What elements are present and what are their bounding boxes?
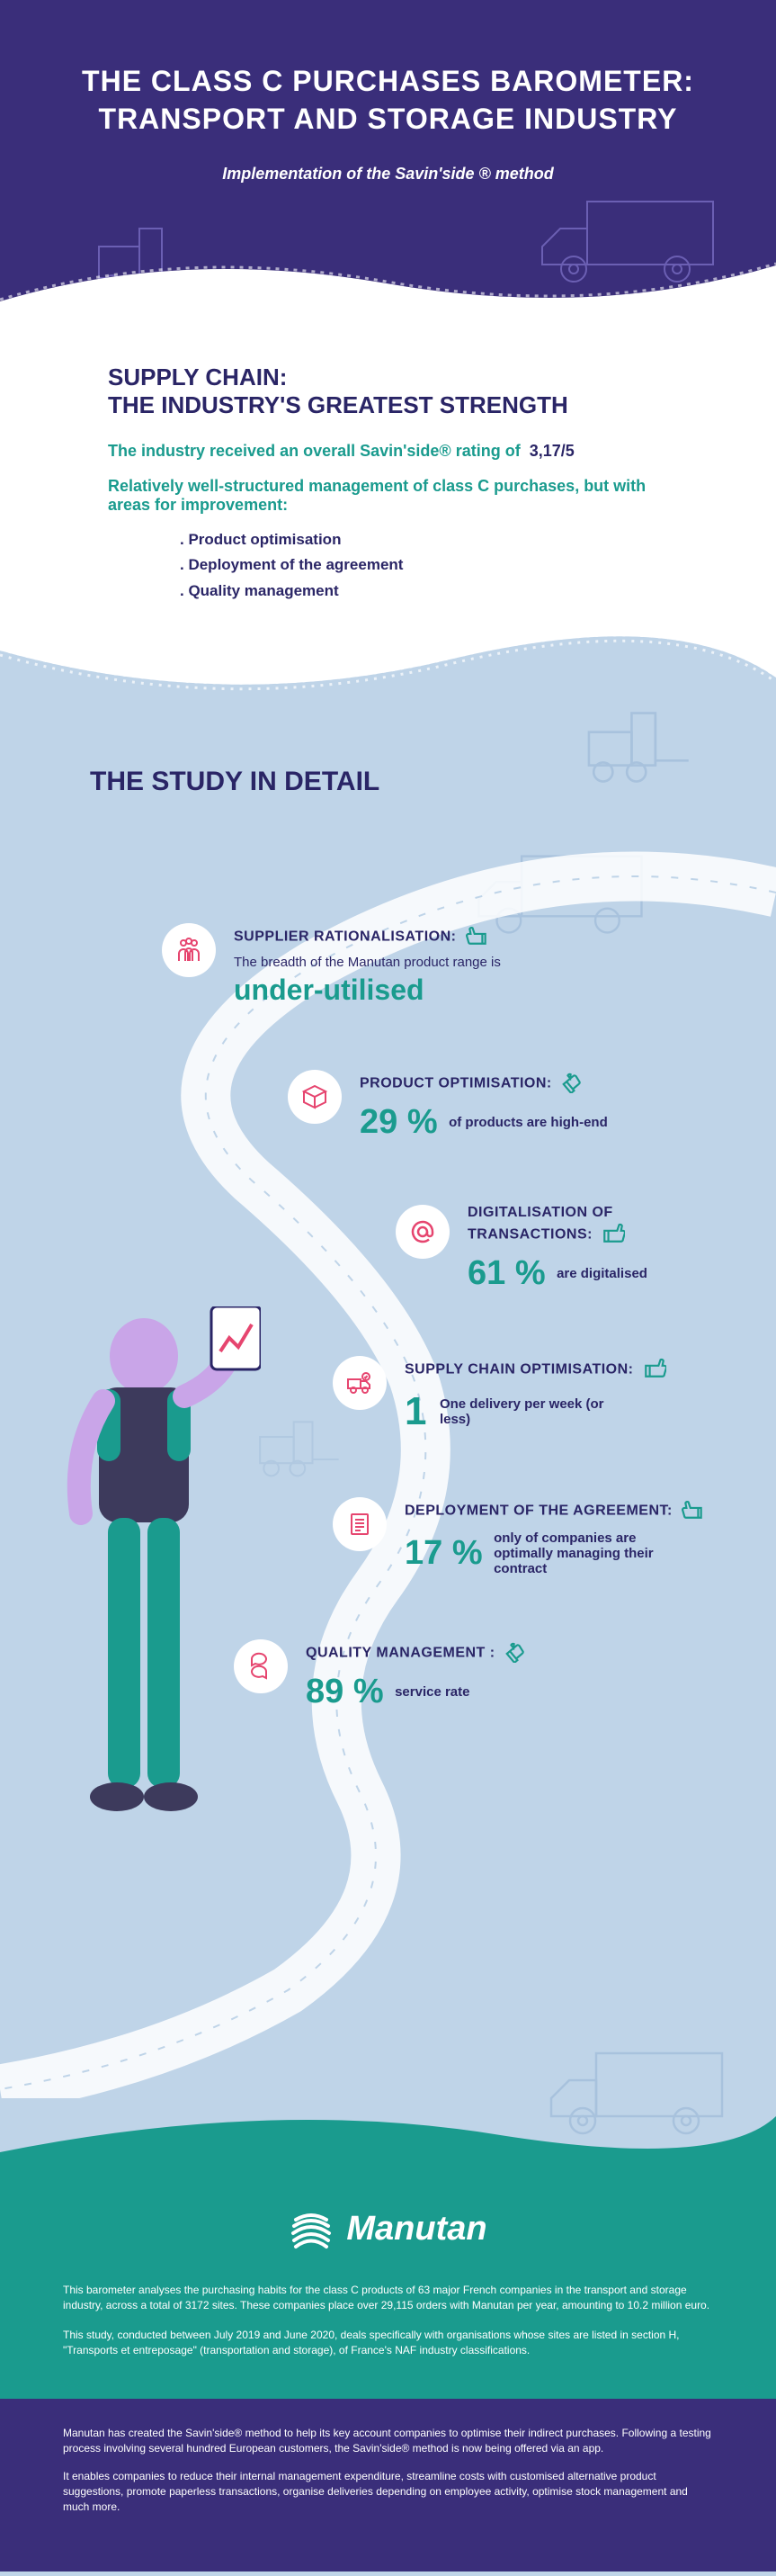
- sc-body-text: Relatively well-structured management of…: [108, 477, 668, 515]
- item-percent: 89 %: [306, 1673, 384, 1711]
- item-percent: 29 %: [360, 1103, 438, 1142]
- item-label: of products are high-end: [449, 1115, 608, 1130]
- study-section: THE STUDY IN DETAIL: [0, 731, 776, 2170]
- page-title: THE CLASS C PURCHASES BAROMETER: TRANSPO…: [81, 63, 695, 138]
- study-item-supply-chain-optimisation: SUPPLY CHAIN OPTIMISATION: 1 One deliver…: [333, 1356, 722, 1434]
- study-items-list: SUPPLIER RATIONALISATION: The breadth of…: [0, 851, 776, 1711]
- footer-paragraph: It enables companies to reduce their int…: [63, 2469, 713, 2514]
- brand-logo-icon: [289, 2206, 334, 2251]
- thumbs-neutral-icon: [504, 1639, 528, 1667]
- delivery-truck-icon: [333, 1356, 387, 1410]
- bullet-item: Quality management: [180, 579, 668, 605]
- item-heading: DIGITALISATION OF TRANSACTIONS:: [468, 1205, 613, 1243]
- chat-bubbles-icon: [234, 1639, 288, 1693]
- improvement-bullets: Product optimisation Deployment of the a…: [108, 527, 668, 606]
- footer-paragraph: Manutan has created the Savin'side® meth…: [63, 2426, 713, 2456]
- rating-text: The industry received an overall Savin's…: [108, 442, 521, 460]
- bullet-item: Product optimisation: [180, 527, 668, 553]
- supply-chain-section: SUPPLY CHAIN: THE INDUSTRY'S GREATEST ST…: [0, 346, 776, 731]
- people-icon: [162, 923, 216, 977]
- page-subtitle: Implementation of the Savin'side ® metho…: [81, 165, 695, 184]
- footer-paragraph: This study, conducted between July 2019 …: [63, 2328, 713, 2358]
- item-heading: SUPPLIER RATIONALISATION:: [234, 929, 456, 945]
- footer-purple-section: Manutan has created the Savin'side® meth…: [0, 2399, 776, 2572]
- brand-name: Manutan: [346, 2210, 486, 2248]
- item-percent: 61 %: [468, 1254, 546, 1293]
- infographic-root: THE CLASS C PURCHASES BAROMETER: TRANSPO…: [0, 0, 776, 2572]
- bullet-item: Deployment of the agreement: [180, 552, 668, 579]
- box-icon: [288, 1070, 342, 1124]
- item-text: The breadth of the Manutan product range…: [234, 955, 501, 970]
- item-highlight: under-utilised: [234, 974, 501, 1007]
- item-heading: PRODUCT OPTIMISATION:: [360, 1076, 552, 1091]
- footer-teal-section: Manutan This barometer analyses the purc…: [0, 2170, 776, 2399]
- item-label: are digitalised: [557, 1266, 647, 1281]
- document-icon: [333, 1497, 387, 1551]
- at-sign-icon: [396, 1205, 450, 1259]
- item-label: only of companies are optimally managing…: [494, 1530, 673, 1576]
- study-item-supplier-rationalisation: SUPPLIER RATIONALISATION: The breadth of…: [162, 923, 722, 1007]
- study-item-product-optimisation: PRODUCT OPTIMISATION: 29 % of products a…: [288, 1070, 722, 1142]
- thumbs-up-icon: [602, 1221, 625, 1249]
- footer-paragraph: This barometer analyses the purchasing h…: [63, 2283, 713, 2313]
- item-heading: DEPLOYMENT OF THE AGREEMENT:: [405, 1503, 673, 1519]
- thumbs-down-icon: [466, 923, 489, 951]
- study-item-deployment-agreement: DEPLOYMENT OF THE AGREEMENT: 17 % only o…: [333, 1497, 722, 1576]
- sc-title-line2: THE INDUSTRY'S GREATEST STRENGTH: [108, 391, 568, 418]
- header-section: THE CLASS C PURCHASES BAROMETER: TRANSPO…: [0, 0, 776, 346]
- item-label: One delivery per week (or less): [440, 1396, 620, 1427]
- thumbs-neutral-icon: [561, 1070, 584, 1098]
- brand-block: Manutan: [63, 2206, 713, 2256]
- study-item-digitalisation: DIGITALISATION OF TRANSACTIONS: 61 % are…: [396, 1205, 722, 1293]
- background-forklift-icon: [578, 704, 704, 789]
- item-percent: 17 %: [405, 1534, 483, 1573]
- supply-chain-title: SUPPLY CHAIN: THE INDUSTRY'S GREATEST ST…: [108, 364, 668, 419]
- sc-title-line1: SUPPLY CHAIN:: [108, 364, 287, 390]
- thumbs-up-icon: [643, 1356, 666, 1384]
- header-wave-decoration: [0, 238, 776, 346]
- rating-value: 3,17/5: [530, 442, 575, 460]
- item-heading: QUALITY MANAGEMENT :: [306, 1646, 495, 1661]
- item-number: 1: [405, 1389, 426, 1434]
- item-label: service rate: [395, 1684, 469, 1700]
- study-item-quality-management: QUALITY MANAGEMENT : 89 % service rate: [234, 1639, 722, 1711]
- item-heading: SUPPLY CHAIN OPTIMISATION:: [405, 1362, 634, 1378]
- rating-line: The industry received an overall Savin's…: [108, 442, 668, 461]
- thumbs-down-icon: [682, 1497, 705, 1525]
